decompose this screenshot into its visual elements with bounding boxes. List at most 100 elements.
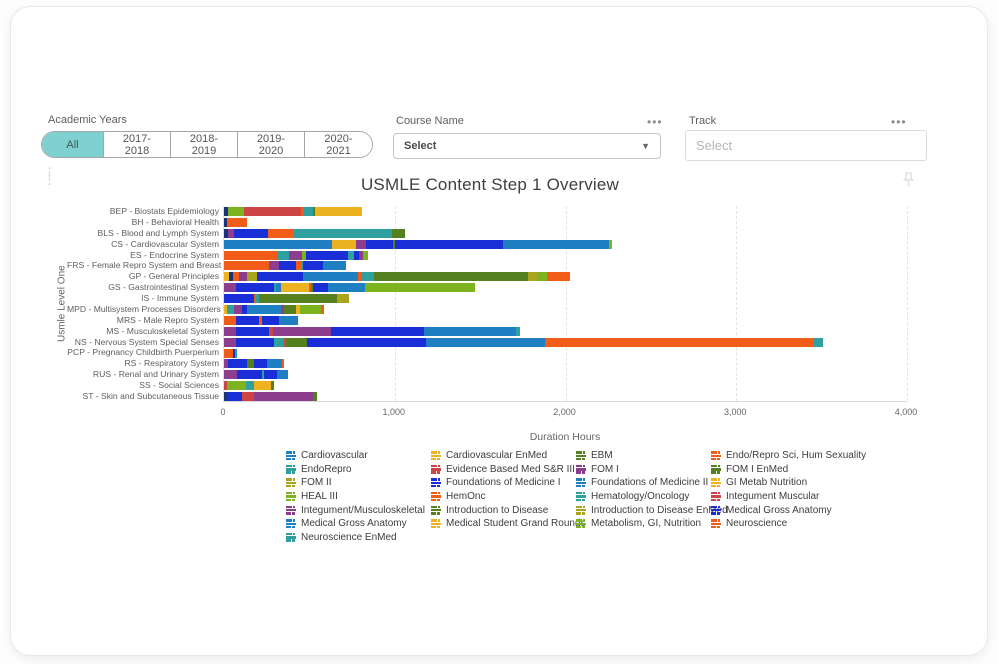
legend-item[interactable]: Medical Gross Anatomy bbox=[286, 517, 425, 531]
bar-segment[interactable] bbox=[374, 272, 528, 282]
bar-segment[interactable] bbox=[262, 370, 264, 380]
bar-segment[interactable] bbox=[232, 272, 240, 282]
legend-item[interactable]: HEAL III bbox=[286, 490, 425, 504]
bar-segment[interactable] bbox=[337, 294, 349, 304]
ellipsis-icon[interactable]: ••• bbox=[891, 115, 907, 129]
bar-segment[interactable] bbox=[243, 206, 301, 216]
bar-segment[interactable] bbox=[224, 326, 236, 336]
bar-segment[interactable] bbox=[303, 206, 313, 216]
legend-item[interactable]: Foundations of Medicine I bbox=[431, 476, 586, 490]
bar-segment[interactable] bbox=[239, 272, 248, 282]
bar-segment[interactable] bbox=[284, 304, 296, 314]
legend-item[interactable]: FOM I EnMed bbox=[711, 463, 866, 477]
bar-segment[interactable] bbox=[311, 283, 314, 293]
bar-segment[interactable] bbox=[813, 337, 823, 347]
bar-segment[interactable] bbox=[254, 381, 271, 391]
bar-segment[interactable] bbox=[280, 304, 285, 314]
bar-segment[interactable] bbox=[295, 261, 301, 271]
bar-segment[interactable] bbox=[279, 261, 296, 271]
bar-segment[interactable] bbox=[253, 359, 268, 369]
legend-item[interactable]: HemOnc bbox=[431, 490, 586, 504]
track-input[interactable] bbox=[685, 130, 927, 161]
bar-segment[interactable] bbox=[247, 272, 258, 282]
bar-segment[interactable] bbox=[224, 217, 228, 227]
bar-segment[interactable] bbox=[228, 206, 244, 216]
bar-segment[interactable] bbox=[302, 261, 323, 271]
bar-segment[interactable] bbox=[503, 239, 609, 249]
bar-segment[interactable] bbox=[242, 392, 255, 402]
bar-segment[interactable] bbox=[305, 250, 348, 260]
bar-segment[interactable] bbox=[229, 272, 233, 282]
bar-segment[interactable] bbox=[224, 381, 227, 391]
legend-item[interactable]: EndoRepro bbox=[286, 463, 425, 477]
legend-item[interactable]: Endo/Repro Sci, Hum Sexuality bbox=[711, 449, 866, 463]
bar-segment[interactable] bbox=[226, 392, 243, 402]
bar-segment[interactable] bbox=[270, 381, 274, 391]
bar-segment[interactable] bbox=[224, 206, 229, 216]
pin-icon[interactable] bbox=[902, 172, 915, 192]
bar-segment[interactable] bbox=[227, 359, 248, 369]
legend-item[interactable]: Medical Gross Anatomy bbox=[711, 503, 866, 517]
bar-segment[interactable] bbox=[224, 239, 332, 249]
bar-segment[interactable] bbox=[313, 283, 329, 293]
bar-segment[interactable] bbox=[258, 315, 263, 325]
bar-segment[interactable] bbox=[227, 217, 248, 227]
bar-segment[interactable] bbox=[224, 315, 236, 325]
academic-year-button-2019-2020[interactable]: 2019-2020 bbox=[238, 132, 305, 157]
bar-segment[interactable] bbox=[295, 304, 301, 314]
legend-item[interactable]: Introduction to Disease EnMed bbox=[576, 503, 728, 517]
bar-segment[interactable] bbox=[544, 337, 814, 347]
bar-segment[interactable] bbox=[314, 206, 362, 216]
bar-segment[interactable] bbox=[300, 206, 304, 216]
bar-segment[interactable] bbox=[226, 304, 235, 314]
bar-segment[interactable] bbox=[269, 261, 280, 271]
bar-segment[interactable] bbox=[537, 272, 548, 282]
bar-segment[interactable] bbox=[267, 228, 294, 238]
bar-segment[interactable] bbox=[312, 392, 317, 402]
bar-segment[interactable] bbox=[281, 283, 310, 293]
legend-item[interactable]: Cardiovascular bbox=[286, 449, 425, 463]
legend-item[interactable]: GI Metab Nutrition bbox=[711, 476, 866, 490]
bar-segment[interactable] bbox=[235, 283, 275, 293]
bar-segment[interactable] bbox=[224, 261, 270, 271]
bar-segment[interactable] bbox=[245, 381, 255, 391]
legend-item[interactable]: Foundations of Medicine II bbox=[576, 476, 728, 490]
bar-segment[interactable] bbox=[234, 228, 268, 238]
bar-segment[interactable] bbox=[394, 239, 504, 249]
bar-segment[interactable] bbox=[353, 250, 359, 260]
legend-item[interactable]: Neuroscience bbox=[711, 517, 866, 531]
bar-segment[interactable] bbox=[247, 304, 281, 314]
academic-year-button-2017-2018[interactable]: 2017-2018 bbox=[104, 132, 171, 157]
academic-year-button-2020-2021[interactable]: 2020-2021 bbox=[305, 132, 372, 157]
legend-item[interactable]: Metabolism, GI, Nutrition bbox=[576, 517, 728, 531]
bar-segment[interactable] bbox=[235, 326, 270, 336]
bar-segment[interactable] bbox=[228, 228, 235, 238]
bar-segment[interactable] bbox=[289, 250, 303, 260]
bar-segment[interactable] bbox=[224, 348, 233, 358]
bar-segment[interactable] bbox=[282, 359, 284, 369]
bar-segment[interactable] bbox=[274, 337, 285, 347]
bar-segment[interactable] bbox=[224, 370, 238, 380]
bar-segment[interactable] bbox=[392, 239, 395, 249]
legend-item[interactable]: Hematology/Oncology bbox=[576, 490, 728, 504]
bar-segment[interactable] bbox=[273, 326, 331, 336]
legend-item[interactable]: Integument/Musculoskeletal bbox=[286, 503, 425, 517]
bar-segment[interactable] bbox=[224, 228, 229, 238]
bar-segment[interactable] bbox=[309, 283, 312, 293]
bar-segment[interactable] bbox=[312, 206, 315, 216]
bar-segment[interactable] bbox=[226, 381, 246, 391]
bar-segment[interactable] bbox=[366, 239, 393, 249]
bar-segment[interactable] bbox=[237, 370, 263, 380]
bar-segment[interactable] bbox=[235, 348, 238, 358]
bar-segment[interactable] bbox=[254, 294, 257, 304]
legend-item[interactable]: Medical Student Grand Rounds bbox=[431, 517, 586, 531]
bar-segment[interactable] bbox=[224, 250, 278, 260]
bar-segment[interactable] bbox=[362, 250, 369, 260]
bar-segment[interactable] bbox=[285, 337, 308, 347]
bar-segment[interactable] bbox=[258, 294, 338, 304]
bar-segment[interactable] bbox=[294, 228, 393, 238]
bar-segment[interactable] bbox=[279, 315, 298, 325]
bar-segment[interactable] bbox=[267, 359, 283, 369]
bar-segment[interactable] bbox=[516, 326, 520, 336]
bar-segment[interactable] bbox=[364, 283, 476, 293]
